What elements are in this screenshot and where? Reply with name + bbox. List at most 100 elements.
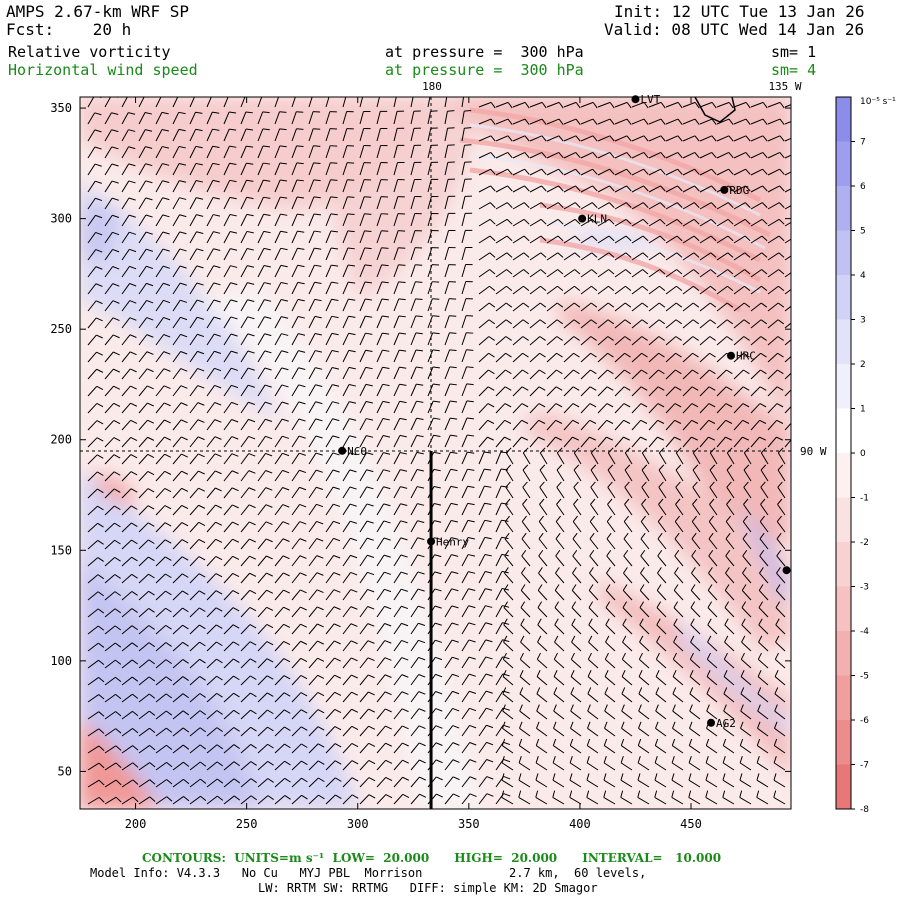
wind-barb-flag [400, 537, 408, 541]
wind-barb-flag [233, 761, 241, 767]
wind-barb [648, 319, 660, 329]
wind-barb [104, 146, 113, 159]
wind-barb [733, 252, 746, 261]
wind-barb-flag [433, 451, 441, 455]
wind-barb-flag [198, 590, 206, 595]
wind-barb [138, 129, 146, 142]
wind-barb-flag [166, 727, 173, 733]
wind-barb-flag [778, 269, 785, 275]
wind-barb [138, 436, 148, 448]
wind-barb [291, 145, 298, 159]
wind-barb [709, 469, 718, 482]
station-dot [338, 446, 347, 455]
wind-barb-flag [586, 756, 590, 764]
wind-barb-flag [316, 503, 324, 508]
wind-barb-flag [688, 738, 693, 746]
wind-barb [478, 485, 485, 499]
wind-barb [750, 419, 761, 431]
wind-barb-flag [164, 505, 172, 510]
wind-barb-flag [740, 721, 744, 729]
wind-barb-flag [111, 112, 119, 115]
wind-barb-flag [677, 118, 683, 125]
wind-barb-flag [778, 252, 785, 258]
wind-barb [172, 419, 182, 431]
wind-barb-flag [350, 606, 358, 610]
wind-barb-flag [677, 168, 683, 175]
wind-barb [87, 437, 98, 448]
wind-barb [716, 168, 729, 176]
wind-barb-flag [247, 350, 255, 354]
wind-barb-flag [263, 264, 271, 268]
wind-barb [308, 350, 316, 363]
colorbar-swatch [836, 275, 851, 320]
wind-barb [733, 369, 744, 380]
wind-barb [750, 386, 761, 397]
wind-barb-flag [400, 554, 408, 558]
wind-barb [682, 202, 695, 210]
wind-barb-flag [591, 252, 598, 258]
wind-barb-flag [415, 332, 423, 335]
wind-barb [784, 389, 791, 397]
wind-barb [589, 555, 599, 567]
wind-barb [257, 487, 267, 499]
wind-barb [172, 778, 184, 788]
wind-barb [767, 285, 779, 295]
wind-barb-flag [434, 520, 442, 523]
wind-barb-flag [265, 435, 273, 440]
wind-barb [657, 521, 667, 533]
wind-barb [87, 249, 97, 261]
wind-barb [478, 235, 491, 244]
wind-barb [291, 367, 299, 380]
wind-barb [750, 168, 763, 176]
wind-barb-flag [418, 656, 426, 661]
wind-barb [512, 135, 526, 142]
wind-barb [359, 537, 368, 550]
wind-barb-flag [761, 235, 768, 242]
wind-barb-flag [705, 790, 709, 798]
wind-barb-flag [555, 567, 560, 574]
wind-barb [639, 590, 650, 601]
wind-barb [359, 794, 370, 805]
wind-barb-flag [743, 369, 750, 375]
wind-barb [521, 538, 531, 550]
wind-barb [589, 521, 599, 533]
wind-barb [724, 624, 735, 635]
wind-barb [104, 591, 116, 601]
wind-barb [393, 794, 404, 805]
wind-barb [274, 401, 283, 414]
wind-barb-flag [296, 111, 304, 113]
wind-barb-flag [779, 102, 785, 109]
wind-barb [784, 305, 791, 312]
wind-barb [767, 336, 779, 346]
wind-barb [521, 572, 531, 584]
wind-barb-flag [486, 793, 494, 797]
wind-barb-flag [658, 352, 665, 358]
wind-barb [604, 658, 616, 669]
colorbar-swatch [836, 141, 851, 186]
wind-barb [673, 590, 684, 601]
wind-barb-flag [212, 128, 220, 131]
meridian-label-180: 180 [422, 80, 442, 93]
wind-barb-flag [588, 635, 593, 643]
wind-barb [223, 641, 234, 652]
wind-barb [587, 745, 599, 754]
wind-barb-flag [690, 601, 696, 608]
wind-barb [172, 522, 183, 533]
wind-barb-flag [692, 302, 700, 308]
station-label: NCO [347, 445, 367, 458]
wind-barb [495, 485, 502, 499]
wind-barb-flag [691, 419, 699, 424]
wind-barb [410, 605, 419, 618]
wind-barb-flag [231, 401, 239, 406]
wind-barb-flag [129, 248, 137, 253]
wind-barb [620, 796, 633, 805]
wind-barb [206, 333, 215, 346]
wind-barb [655, 693, 667, 703]
wind-barb [104, 385, 114, 397]
wind-barb [689, 727, 701, 737]
wind-barb-flag [296, 162, 304, 165]
forecast-hour: Fcst: 20 h [6, 22, 131, 38]
wind-barb [774, 676, 786, 686]
wind-barb-flag [166, 761, 173, 768]
wind-barb [274, 760, 285, 771]
